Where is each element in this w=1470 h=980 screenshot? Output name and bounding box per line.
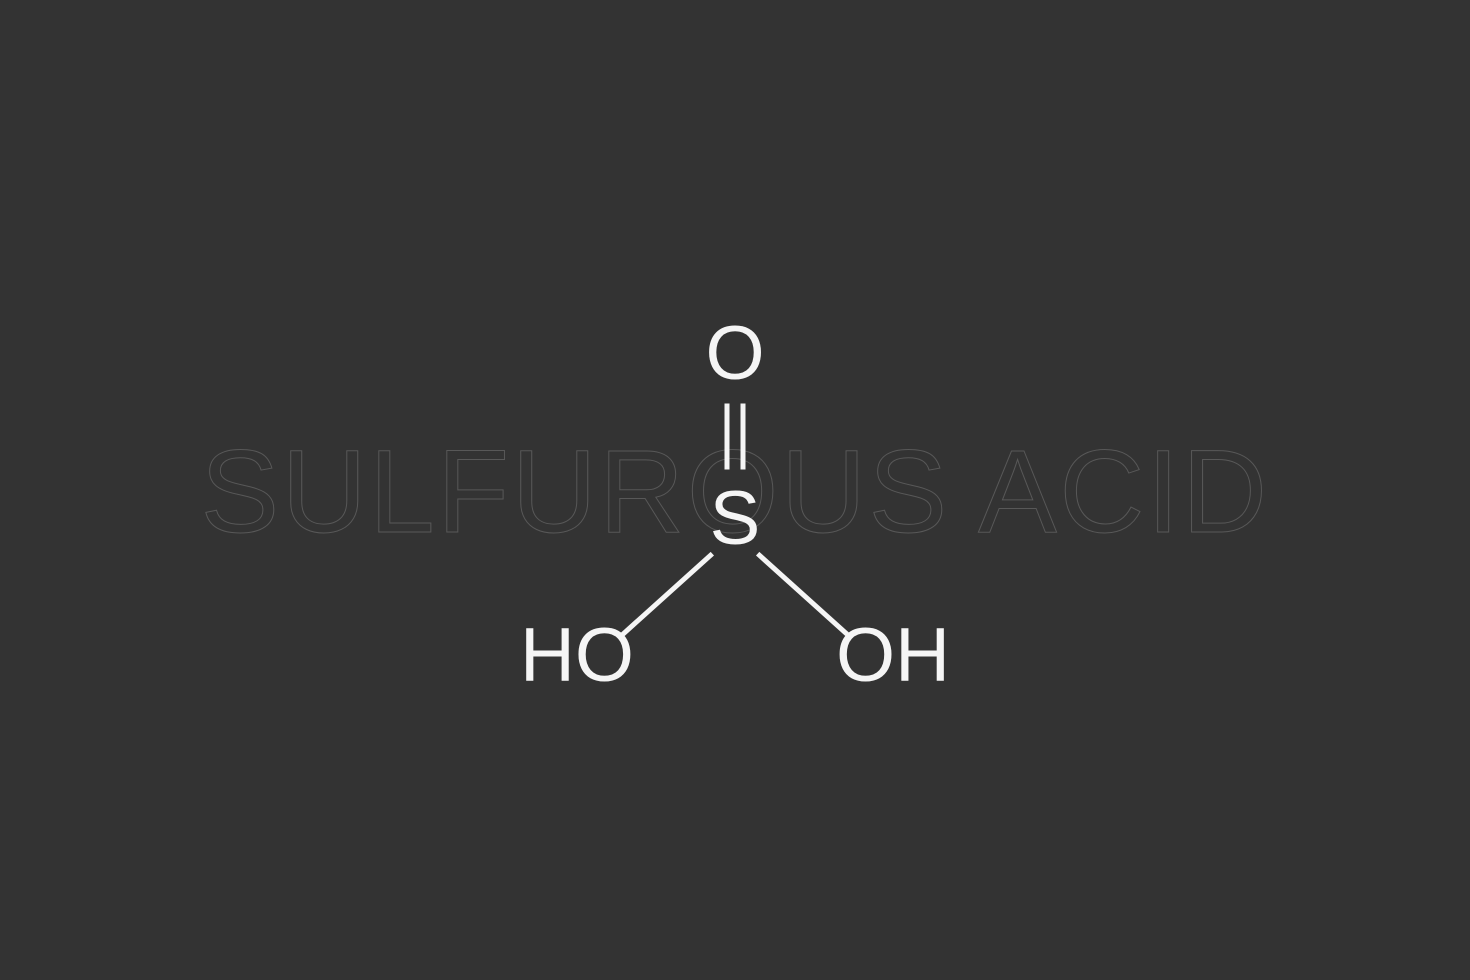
atom-O_top: O — [705, 316, 764, 392]
diagram-canvas: SULFUROUS ACID OSHOOH — [0, 0, 1470, 980]
single-bond-line — [620, 551, 714, 636]
atom-OH_right: OH — [836, 618, 950, 694]
double-bond-line — [741, 403, 746, 469]
double-bond-line — [725, 403, 730, 469]
atom-HO_left: HO — [520, 618, 634, 694]
atom-S: S — [710, 481, 761, 557]
